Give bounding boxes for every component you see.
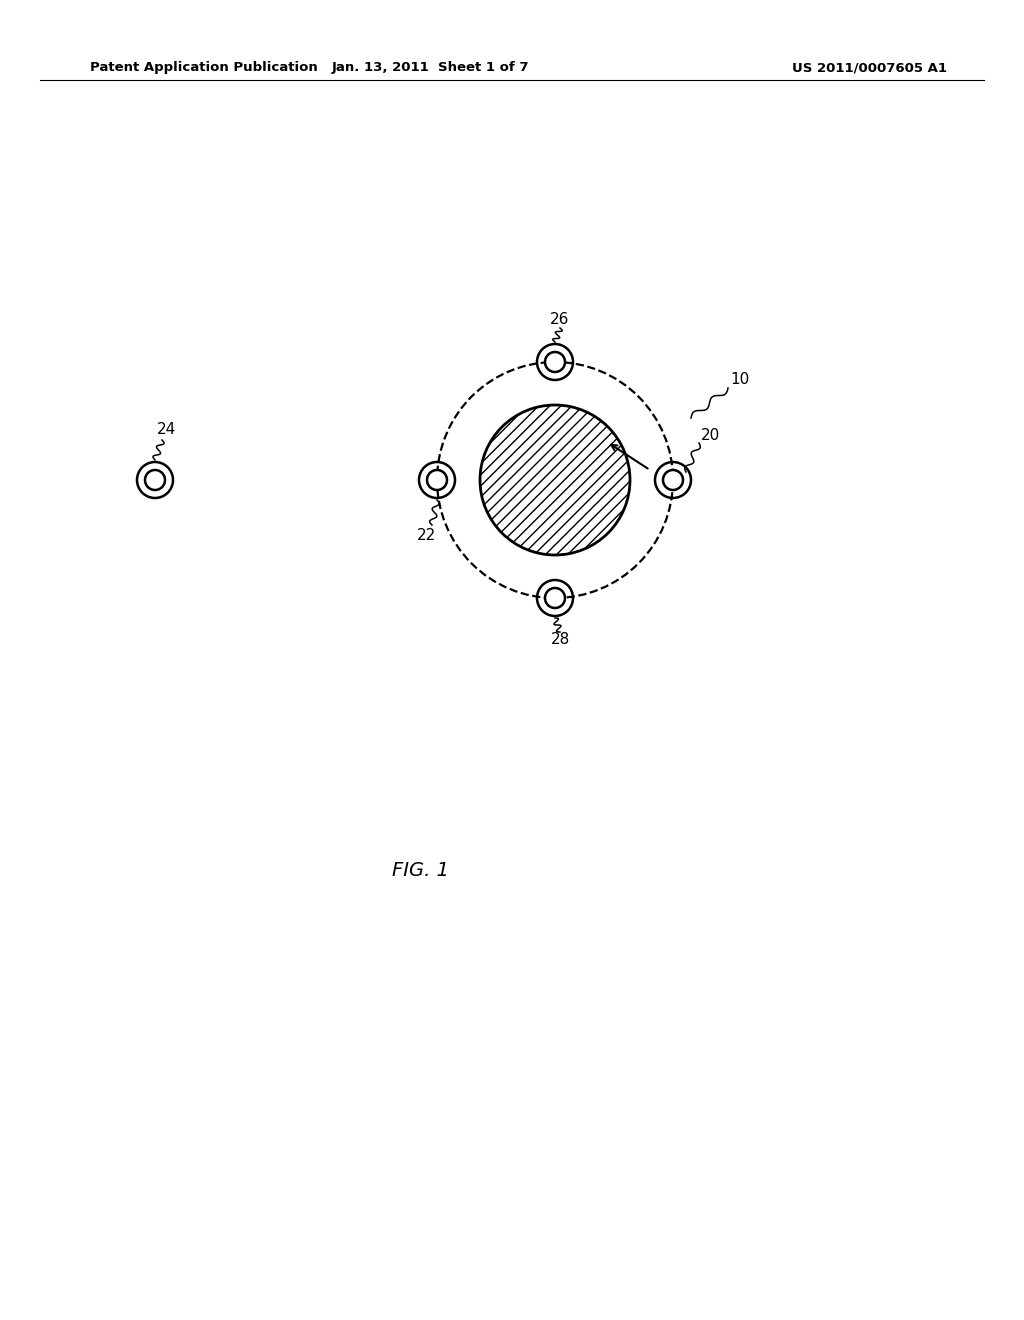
Text: US 2011/0007605 A1: US 2011/0007605 A1 <box>793 62 947 74</box>
Text: 10: 10 <box>730 372 750 388</box>
Circle shape <box>663 470 683 490</box>
Text: 28: 28 <box>550 632 569 648</box>
Circle shape <box>427 470 447 490</box>
Text: 22: 22 <box>418 528 436 543</box>
Text: Jan. 13, 2011  Sheet 1 of 7: Jan. 13, 2011 Sheet 1 of 7 <box>331 62 528 74</box>
Text: FIG. 1: FIG. 1 <box>391 861 449 879</box>
Circle shape <box>545 587 565 609</box>
Text: 26: 26 <box>550 313 569 327</box>
Text: 24: 24 <box>158 422 176 437</box>
Text: 20: 20 <box>701 428 721 442</box>
Circle shape <box>480 405 630 554</box>
Circle shape <box>545 352 565 372</box>
Circle shape <box>145 470 165 490</box>
Text: Patent Application Publication: Patent Application Publication <box>90 62 317 74</box>
